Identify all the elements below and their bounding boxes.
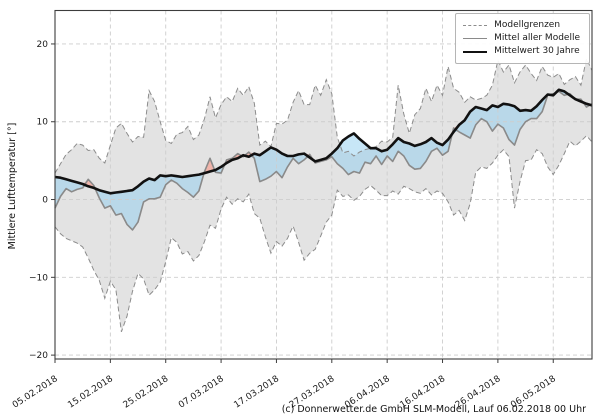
y-tick-label: 20 <box>37 40 49 50</box>
model-mean-line <box>54 90 593 231</box>
y-axis-title: Mittlere Lufttemperatur [°] <box>7 123 18 250</box>
x-tick-label: 17.03.2018 <box>232 374 281 411</box>
solid-gray-line-icon <box>463 38 488 39</box>
legend: Modellgrenzen Mittel aller Modelle Mitte… <box>455 13 590 64</box>
y-tick-label: 10 <box>37 118 49 128</box>
x-tick-label: 15.02.2018 <box>66 374 115 411</box>
legend-label: Mittel aller Modelle <box>494 33 580 43</box>
model-min-line <box>54 134 593 332</box>
dashed-line-icon <box>463 25 488 26</box>
x-tick-label: 25.02.2018 <box>122 374 171 411</box>
mean30-line <box>54 88 593 195</box>
x-tick-label: 05.02.2018 <box>11 374 60 411</box>
y-tick-label: −20 <box>29 351 48 361</box>
legend-item-modellgrenzen: Modellgrenzen <box>463 19 580 32</box>
copyright-caption: (c) Donnerwetter.de GmbH SLM-Modell, Lau… <box>281 404 586 415</box>
plot-area: 05.02.2018 15.02.2018 25.02.2018 07.03.2018… <box>11 9 593 411</box>
x-tick-label: 07.03.2018 <box>177 374 226 411</box>
model-max-line <box>54 57 593 174</box>
legend-item-mittelwert-30-jahre: Mittelwert 30 Jahre <box>463 45 580 58</box>
thick-black-line-icon <box>463 50 488 53</box>
legend-item-mittel-aller-modelle: Mittel aller Modelle <box>463 32 580 45</box>
y-tick-label: 0 <box>42 196 48 206</box>
y-tick-label: −10 <box>29 273 48 283</box>
legend-label: Modellgrenzen <box>494 20 561 30</box>
legend-label: Mittelwert 30 Jahre <box>494 46 580 56</box>
axes-frame <box>54 9 593 360</box>
